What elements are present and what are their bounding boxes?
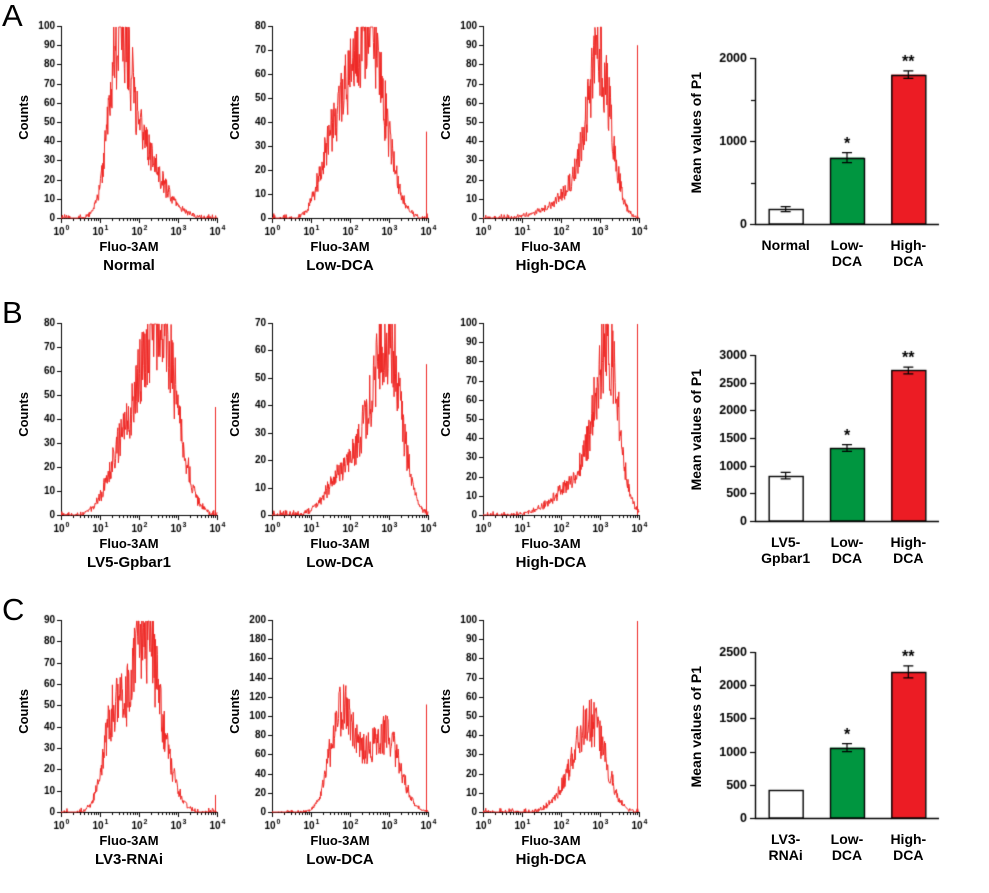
histogram-A2-plot xyxy=(242,16,438,246)
histogram-A3-plot xyxy=(453,16,649,246)
counts-axis-label: Counts xyxy=(227,688,242,734)
condition-label-high-dca: High-DCA xyxy=(515,851,587,868)
panel-B: B Counts Fluo-3AM LV5-Gpbar1 Counts Fluo… xyxy=(0,297,989,594)
condition-label-high-dca: High-DCA xyxy=(515,554,587,571)
panel-C-label: C xyxy=(2,592,25,627)
condition-label-low-dca: Low-DCA xyxy=(306,851,374,868)
fluo3am-axis-label: Fluo-3AM xyxy=(521,239,581,254)
histogram-A1-ylabel-box: Counts xyxy=(16,16,31,218)
counts-axis-label: Counts xyxy=(227,391,242,437)
barchart-C: Mean values of P1 LV3- RNAi Low- DCA Hig… xyxy=(687,636,955,863)
mean-values-axis-label: Mean values of P1 xyxy=(688,72,704,194)
bar-category: LV3- RNAi xyxy=(768,831,803,864)
histogram-C2: Counts Fluo-3AM Low-DCA xyxy=(227,610,438,868)
condition-label-lv3-rnai: LV3-RNAi xyxy=(94,851,164,868)
barchart-A: Mean values of P1 Normal Low- DCA High- … xyxy=(687,42,955,269)
counts-axis-label: Counts xyxy=(16,688,31,734)
fluo3am-axis-label: Fluo-3AM xyxy=(310,833,370,848)
mean-values-axis-label: Mean values of P1 xyxy=(688,666,704,788)
barchart-B: Mean values of P1 LV5- Gpbar1 Low- DCA H… xyxy=(687,339,955,566)
bar-category: High- DCA xyxy=(890,831,927,864)
barchart-B-categories: LV5- Gpbar1 Low- DCA High- DCA xyxy=(755,534,939,566)
condition-label-low-dca: Low-DCA xyxy=(306,554,374,571)
condition-label-high-dca: High-DCA xyxy=(515,257,587,274)
histogram-C2-plot xyxy=(242,610,438,840)
counts-axis-label: Counts xyxy=(227,94,242,140)
bar-category: High- DCA xyxy=(890,237,927,270)
fluo3am-axis-label: Fluo-3AM xyxy=(99,239,159,254)
histogram-B1: Counts Fluo-3AM LV5-Gpbar1 xyxy=(16,313,227,571)
bar-category: Low- DCA xyxy=(830,534,864,567)
panel-B-label: B xyxy=(2,295,23,330)
fluo3am-axis-label: Fluo-3AM xyxy=(521,833,581,848)
counts-axis-label: Counts xyxy=(16,391,31,437)
barchart-B-plot xyxy=(705,339,955,529)
histogram-C3: Counts Fluo-3AM High-DCA xyxy=(438,610,649,868)
barchart-A-plot xyxy=(705,42,955,232)
fluo3am-axis-label: Fluo-3AM xyxy=(521,536,581,551)
panel-A-label: A xyxy=(2,0,23,33)
histogram-A2: Counts Fluo-3AM Low-DCA xyxy=(227,16,438,274)
counts-axis-label: Counts xyxy=(16,94,31,140)
mean-values-axis-label: Mean values of P1 xyxy=(688,369,704,491)
histogram-B3-plot xyxy=(453,313,649,543)
bar-category: Low- DCA xyxy=(830,831,864,864)
barchart-C-categories: LV3- RNAi Low- DCA High- DCA xyxy=(755,831,939,863)
histogram-C1-plot xyxy=(31,610,227,840)
histogram-A3: Counts Fluo-3AM High-DCA xyxy=(438,16,649,274)
histogram-A1-plot xyxy=(31,16,227,246)
fluo3am-axis-label: Fluo-3AM xyxy=(99,833,159,848)
bar-category: Normal xyxy=(761,237,810,253)
fluo3am-axis-label: Fluo-3AM xyxy=(310,239,370,254)
bar-category: Low- DCA xyxy=(830,237,864,270)
condition-label-normal: Normal xyxy=(103,257,155,274)
barchart-A-categories: Normal Low- DCA High- DCA xyxy=(755,237,939,269)
counts-axis-label: Counts xyxy=(438,391,453,437)
histogram-C3-plot xyxy=(453,610,649,840)
bar-category: LV5- Gpbar1 xyxy=(761,534,811,567)
counts-axis-label: Counts xyxy=(438,94,453,140)
histogram-A1: Counts Fluo-3AM Normal xyxy=(16,16,227,274)
fluo3am-axis-label: Fluo-3AM xyxy=(99,536,159,551)
histogram-C1: Counts Fluo-3AM LV3-RNAi xyxy=(16,610,227,868)
fluo3am-axis-label: Fluo-3AM xyxy=(310,536,370,551)
condition-label-lv5-gpbar1: LV5-Gpbar1 xyxy=(87,554,171,571)
histogram-B2: Counts Fluo-3AM Low-DCA xyxy=(227,313,438,571)
panel-A: A Counts Fluo-3AM Normal Counts Fluo-3AM… xyxy=(0,0,989,297)
histogram-B3: Counts Fluo-3AM High-DCA xyxy=(438,313,649,571)
counts-axis-label: Counts xyxy=(438,688,453,734)
barchart-C-plot xyxy=(705,636,955,826)
histogram-B1-plot xyxy=(31,313,227,543)
panel-C: C Counts Fluo-3AM LV3-RNAi Counts Fluo-3… xyxy=(0,594,989,891)
condition-label-low-dca: Low-DCA xyxy=(306,257,374,274)
histogram-B2-plot xyxy=(242,313,438,543)
bar-category: High- DCA xyxy=(890,534,927,567)
